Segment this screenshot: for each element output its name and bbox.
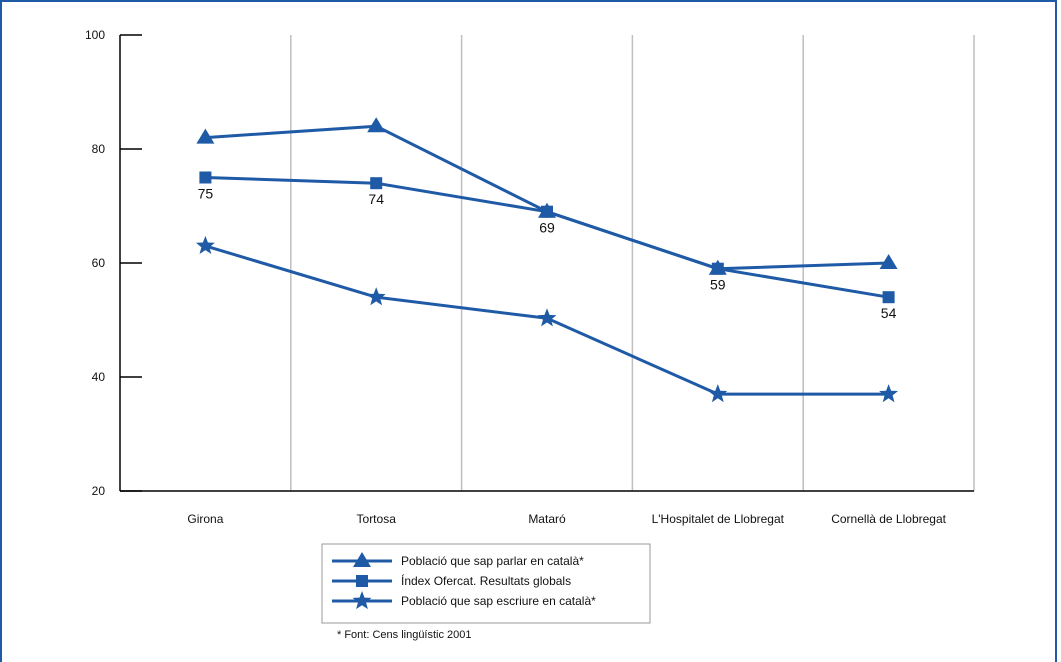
source-note: * Font: Cens lingüístic 2001	[337, 629, 472, 641]
y-tick-label: 100	[85, 28, 105, 42]
y-axis-ticks: 20 40 60 80 100	[85, 28, 142, 498]
legend-label: Població que sap parlar en català*	[401, 554, 584, 568]
series-square	[199, 171, 895, 304]
x-tick-label: Mataró	[528, 512, 566, 526]
data-label: 75	[198, 186, 214, 202]
legend: Població que sap parlar en català* Índex …	[321, 543, 651, 624]
data-label: 54	[881, 305, 897, 321]
star-marker	[366, 287, 386, 306]
x-tick-label: Tortosa	[357, 512, 397, 526]
square-marker	[370, 177, 383, 190]
legend-label: Població que sap escriure en català*	[401, 594, 596, 608]
series-star	[195, 235, 899, 403]
star-marker	[195, 235, 215, 254]
triangle-marker	[196, 128, 215, 144]
data-label: 74	[368, 191, 384, 207]
triangle-marker	[879, 254, 898, 269]
y-tick-label: 20	[92, 484, 106, 498]
data-labels: 75 74 69 59 54	[198, 186, 897, 322]
star-marker	[879, 384, 899, 403]
data-label: 69	[539, 220, 555, 236]
square-marker	[711, 262, 724, 275]
series-group	[195, 117, 899, 403]
y-tick-label: 40	[92, 370, 106, 384]
vertical-gridlines	[290, 35, 975, 491]
y-tick-label: 80	[92, 142, 106, 156]
square-marker	[541, 205, 553, 218]
square-marker	[356, 575, 368, 587]
star-marker	[537, 308, 557, 327]
square-marker	[882, 291, 895, 304]
star-marker	[708, 384, 728, 403]
legend-item: Índex Ofercat. Resultats globals	[332, 573, 571, 588]
triangle-marker	[367, 117, 386, 133]
data-label: 59	[710, 277, 726, 293]
series-line	[205, 124, 889, 271]
x-tick-label: L'Hospitalet de Llobregat	[652, 512, 785, 526]
series-triangle	[196, 117, 898, 275]
x-tick-label: Cornellà de Llobregat	[831, 512, 946, 526]
series-line	[205, 176, 889, 299]
triangle-marker	[353, 552, 371, 567]
legend-item: Població que sap parlar en català*	[332, 552, 584, 568]
y-tick-label: 60	[92, 256, 106, 270]
star-marker	[352, 591, 372, 610]
x-tick-label: Girona	[187, 512, 223, 526]
legend-item: Població que sap escriure en català*	[332, 591, 596, 610]
legend-box	[321, 543, 651, 624]
x-axis-ticks: Girona Tortosa Mataró L'Hospitalet de Llobr…	[187, 512, 946, 526]
square-marker	[199, 171, 212, 184]
legend-label: Índex Ofercat. Resultats globals	[401, 573, 571, 588]
